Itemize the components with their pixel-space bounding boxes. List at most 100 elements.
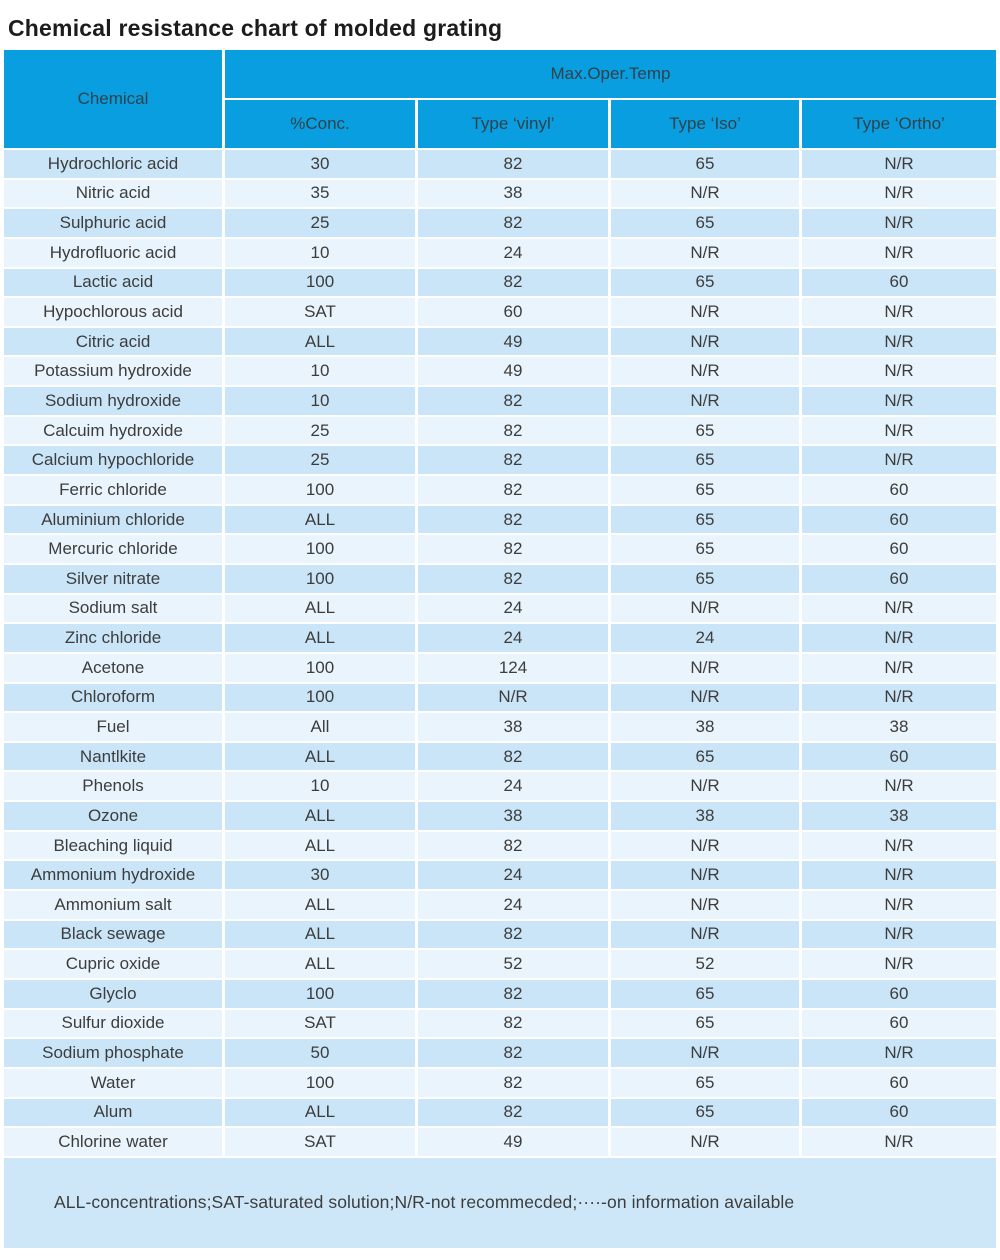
cell-type-iso: N/R — [611, 861, 799, 890]
cell-conc: 100 — [225, 535, 415, 563]
cell-type-ortho: 60 — [802, 505, 996, 534]
cell-type-vinyl: 82 — [418, 505, 608, 534]
cell-type-ortho: N/R — [802, 179, 996, 208]
table-row: Chlorine water SAT 49 N/R N/R — [4, 1128, 996, 1156]
cell-type-ortho: N/R — [802, 1039, 996, 1067]
cell-type-vinyl: 24 — [418, 238, 608, 267]
table-row: Black sewage ALL 82 N/R N/R — [4, 920, 996, 949]
chemical-resistance-table: Chemical Max.Oper.Temp %Conc. Type ‘viny… — [4, 50, 996, 1248]
table-row: Citric acid ALL 49 N/R N/R — [4, 327, 996, 356]
table-row: Ozone ALL 38 38 38 — [4, 802, 996, 830]
cell-chemical: Cupric oxide — [4, 950, 222, 978]
cell-chemical: Sodium salt — [4, 594, 222, 623]
cell-type-iso: N/R — [611, 1039, 799, 1067]
table-row: Sodium hydroxide 10 82 N/R N/R — [4, 387, 996, 415]
table-subheader-row: %Conc. Type ‘vinyl’ Type ‘Iso’ Type ‘Ort… — [225, 100, 996, 148]
cell-type-ortho: 60 — [802, 979, 996, 1008]
cell-type-iso: N/R — [611, 891, 799, 919]
cell-type-ortho: N/R — [802, 150, 996, 178]
cell-type-ortho: N/R — [802, 920, 996, 949]
cell-type-ortho: N/R — [802, 298, 996, 326]
cell-chemical: Calcuim hydroxide — [4, 416, 222, 445]
cell-conc: ALL — [225, 802, 415, 830]
cell-chemical: Ferric chloride — [4, 476, 222, 504]
cell-conc: 100 — [225, 653, 415, 682]
cell-conc: ALL — [225, 505, 415, 534]
cell-chemical: Lactic acid — [4, 268, 222, 297]
cell-chemical: Ammonium hydroxide — [4, 861, 222, 890]
cell-type-ortho: N/R — [802, 772, 996, 801]
column-header-type-ortho: Type ‘Ortho’ — [802, 100, 996, 148]
table-row: Fuel All 38 38 38 — [4, 713, 996, 741]
cell-conc: ALL — [225, 624, 415, 652]
cell-conc: 35 — [225, 179, 415, 208]
cell-conc: 30 — [225, 861, 415, 890]
cell-type-vinyl: 82 — [418, 387, 608, 415]
table-row: Alum ALL 82 65 60 — [4, 1098, 996, 1127]
cell-type-ortho: 60 — [802, 742, 996, 771]
cell-type-iso: 65 — [611, 1068, 799, 1097]
cell-type-ortho: 60 — [802, 564, 996, 593]
cell-chemical: Alum — [4, 1098, 222, 1127]
cell-conc: All — [225, 713, 415, 741]
cell-type-vinyl: 24 — [418, 772, 608, 801]
cell-type-ortho: N/R — [802, 446, 996, 475]
cell-type-iso: N/R — [611, 357, 799, 386]
table-row: Sulfur dioxide SAT 82 65 60 — [4, 1009, 996, 1038]
cell-conc: ALL — [225, 594, 415, 623]
cell-type-vinyl: 38 — [418, 713, 608, 741]
cell-type-iso: 38 — [611, 713, 799, 741]
table-header: Chemical Max.Oper.Temp %Conc. Type ‘viny… — [4, 50, 996, 148]
cell-type-ortho: 38 — [802, 802, 996, 830]
cell-type-iso: N/R — [611, 920, 799, 949]
table-row: Water 100 82 65 60 — [4, 1068, 996, 1097]
table-footnote-block: ALL-concentrations;SAT-saturated solutio… — [4, 1157, 996, 1248]
cell-type-iso: 65 — [611, 535, 799, 563]
cell-type-vinyl: 24 — [418, 861, 608, 890]
cell-conc: 50 — [225, 1039, 415, 1067]
cell-chemical: Sodium hydroxide — [4, 387, 222, 415]
cell-type-vinyl: 82 — [418, 535, 608, 563]
cell-type-ortho: 60 — [802, 1068, 996, 1097]
cell-type-vinyl: 52 — [418, 950, 608, 978]
cell-chemical: Water — [4, 1068, 222, 1097]
cell-type-ortho: N/R — [802, 950, 996, 978]
cell-chemical: Bleaching liquid — [4, 831, 222, 860]
cell-type-vinyl: 82 — [418, 1068, 608, 1097]
cell-conc: ALL — [225, 950, 415, 978]
table-row: Silver nitrate 100 82 65 60 — [4, 564, 996, 593]
cell-conc: 100 — [225, 476, 415, 504]
cell-type-ortho: N/R — [802, 387, 996, 415]
cell-chemical: Black sewage — [4, 920, 222, 949]
cell-type-iso: 65 — [611, 742, 799, 771]
cell-type-iso: 38 — [611, 802, 799, 830]
cell-chemical: Citric acid — [4, 327, 222, 356]
cell-type-ortho: 60 — [802, 476, 996, 504]
cell-type-iso: 65 — [611, 564, 799, 593]
cell-conc: ALL — [225, 920, 415, 949]
table-row: Ammonium hydroxide 30 24 N/R N/R — [4, 861, 996, 890]
cell-type-vinyl: 24 — [418, 624, 608, 652]
cell-type-ortho: N/R — [802, 209, 996, 237]
cell-chemical: Zinc chloride — [4, 624, 222, 652]
table-row: Chloroform 100 N/R N/R N/R — [4, 683, 996, 712]
cell-type-vinyl: 60 — [418, 298, 608, 326]
cell-type-iso: N/R — [611, 387, 799, 415]
cell-chemical: Ozone — [4, 802, 222, 830]
cell-type-ortho: N/R — [802, 653, 996, 682]
cell-type-iso: 65 — [611, 979, 799, 1008]
table-row: Nantlkite ALL 82 65 60 — [4, 742, 996, 771]
table-row: Sodium phosphate 50 82 N/R N/R — [4, 1039, 996, 1067]
cell-conc: 100 — [225, 268, 415, 297]
cell-conc: 30 — [225, 150, 415, 178]
cell-conc: ALL — [225, 891, 415, 919]
cell-conc: SAT — [225, 1128, 415, 1156]
cell-type-ortho: N/R — [802, 831, 996, 860]
cell-type-vinyl: 82 — [418, 831, 608, 860]
cell-conc: ALL — [225, 327, 415, 356]
cell-chemical: Phenols — [4, 772, 222, 801]
table-row: Glyclo 100 82 65 60 — [4, 979, 996, 1008]
cell-type-iso: 65 — [611, 268, 799, 297]
cell-conc: 100 — [225, 564, 415, 593]
cell-conc: 25 — [225, 416, 415, 445]
